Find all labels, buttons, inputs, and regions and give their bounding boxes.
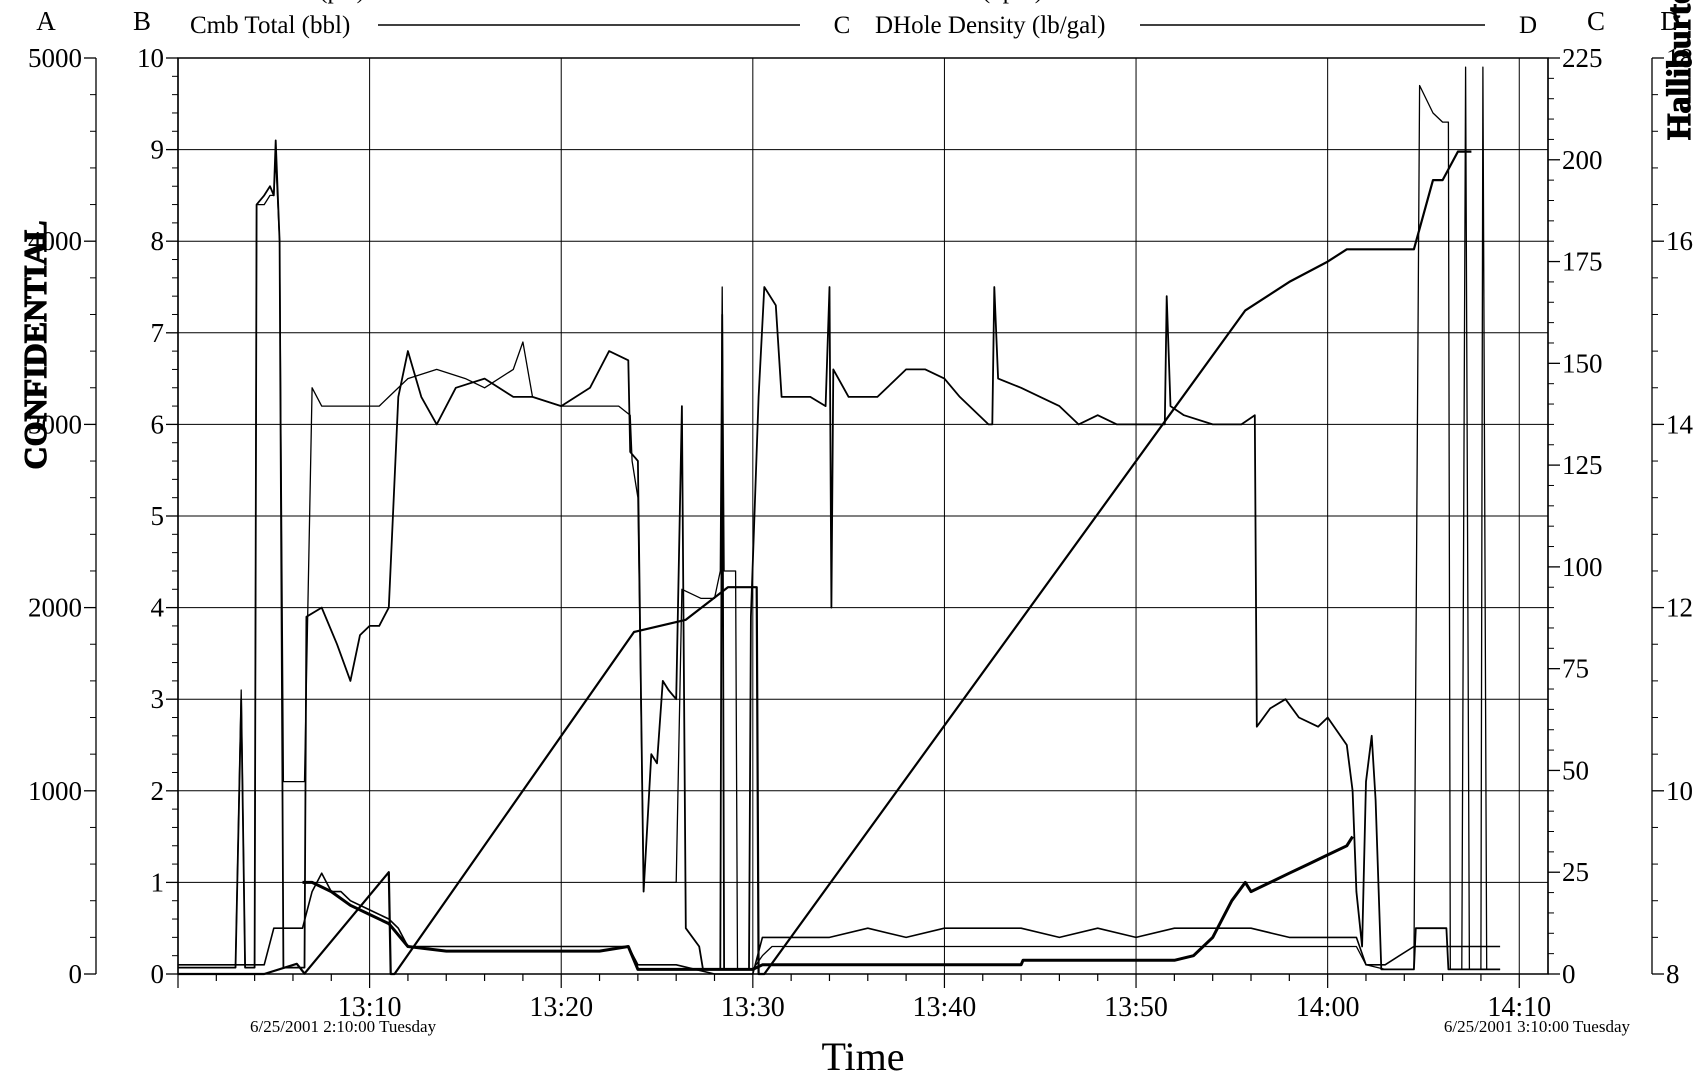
x-tick-label: 13:20: [529, 992, 593, 1023]
tick-label-c: 175: [1562, 247, 1603, 277]
tick-label-a: 2000: [28, 593, 82, 623]
tick-label-c: 25: [1562, 857, 1589, 887]
tick-label-c: 225: [1562, 43, 1603, 73]
tick-label-c: 125: [1562, 450, 1603, 480]
legend-label: Cmb Rate (bpm): [875, 0, 1043, 4]
legend-end-letter: B: [1520, 0, 1537, 4]
tick-label-a: 4000: [28, 226, 82, 256]
end-timestamp: 6/25/2001 3:10:00 Tuesday: [1444, 1017, 1631, 1036]
tick-label-c: 75: [1562, 654, 1589, 684]
tick-label-a: 0: [69, 959, 83, 989]
series-line-1: [178, 66, 1501, 971]
axes: 010002000300040005000A012345678910B02550…: [28, 6, 1694, 1023]
tick-label-a: 5000: [28, 43, 82, 73]
x-tick-label: 14:10: [1487, 992, 1551, 1023]
tick-label-c: 200: [1562, 145, 1603, 175]
x-tick-label: 13:40: [913, 992, 977, 1023]
legend-label: DS Pressure (psi): [190, 0, 365, 4]
tick-label-b: 0: [151, 959, 165, 989]
legend-label: DHole Density (lb/gal): [875, 12, 1106, 39]
x-tick-label: 13:30: [721, 992, 785, 1023]
x-tick-label: 13:10: [338, 992, 402, 1023]
tick-label-c: 150: [1562, 348, 1603, 378]
tick-label-b: 6: [151, 409, 165, 439]
axis-letter-a: A: [36, 6, 56, 36]
series-line-4: [302, 835, 1354, 971]
tick-label-b: 10: [137, 43, 164, 73]
tick-label-a: 1000: [28, 776, 82, 806]
axis-letter-c: C: [1587, 6, 1605, 36]
tick-label-d: 10: [1666, 776, 1693, 806]
series-line-2: [178, 150, 1472, 976]
corner-stamp: Halliburton: [1661, 0, 1698, 140]
x-axis-label: Time: [821, 1034, 904, 1079]
tick-label-b: 9: [151, 135, 165, 165]
tick-label-c: 0: [1562, 959, 1576, 989]
x-tick-label: 13:50: [1104, 992, 1168, 1023]
start-timestamp: 6/25/2001 2:10:00 Tuesday: [250, 1017, 437, 1036]
tick-label-a: 3000: [28, 409, 82, 439]
tick-label-d: 8: [1666, 959, 1680, 989]
tick-label-b: 1: [151, 867, 165, 897]
legend-label: Cmb Total (bbl): [190, 12, 350, 39]
x-tick-label: 14:00: [1296, 992, 1360, 1023]
legend-letter: C: [834, 12, 851, 39]
tick-label-c: 100: [1562, 552, 1603, 582]
tick-label-b: 8: [151, 226, 165, 256]
tick-label-d: 14: [1666, 409, 1694, 439]
legend-end-letter: D: [1519, 12, 1537, 39]
legend-letter: B: [834, 0, 851, 4]
tick-label-b: 3: [151, 684, 165, 714]
confidential-label: CONFIDENTIAL: [17, 221, 53, 470]
series-line-3: [178, 872, 1501, 975]
axis-letter-d: D: [1660, 6, 1680, 36]
legend: DS Pressure (psi) B Cmb Rate (bpm) B Cmb Tot…: [190, 0, 1537, 39]
tick-label-d: 16: [1666, 226, 1693, 256]
tick-label-c: 50: [1562, 755, 1589, 785]
tick-label-d: 18: [1666, 43, 1693, 73]
series-layer: [178, 66, 1501, 976]
tick-label-b: 7: [151, 318, 165, 348]
tick-label-d: 12: [1666, 593, 1693, 623]
tick-label-b: 4: [151, 593, 165, 623]
axis-letter-b: B: [133, 6, 151, 36]
tick-label-b: 2: [151, 776, 165, 806]
series-line-0: [178, 139, 1501, 971]
tick-label-b: 5: [151, 501, 165, 531]
